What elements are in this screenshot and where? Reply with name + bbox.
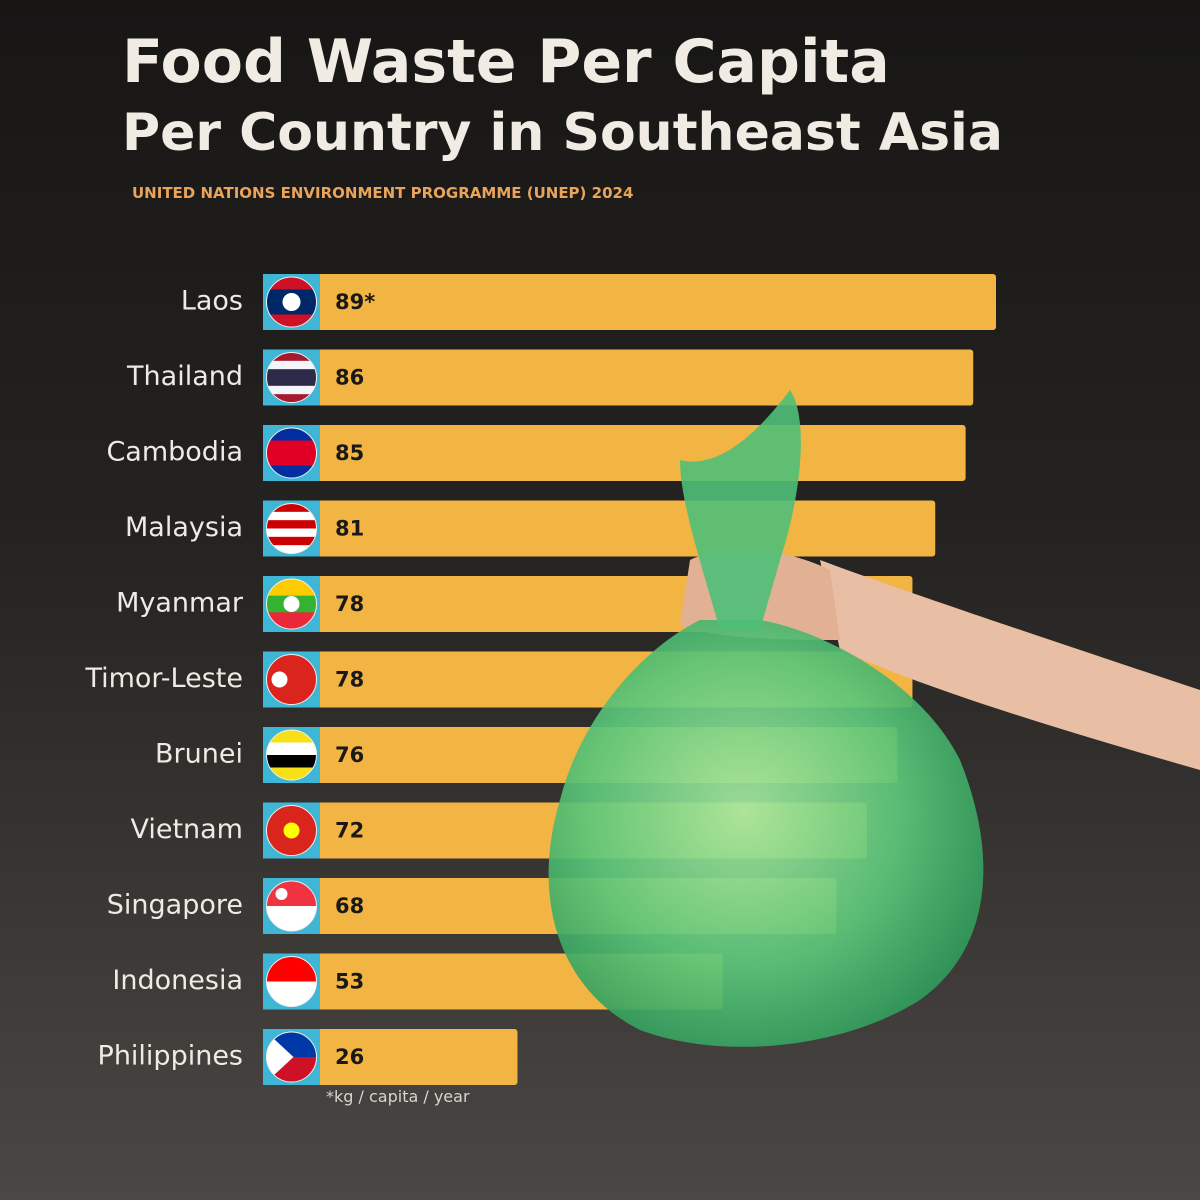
bag-illustration [548, 390, 1200, 1047]
flag-ring [266, 276, 317, 328]
flag [266, 352, 317, 403]
bag-knot [680, 390, 801, 630]
value-label: 89* [335, 290, 375, 314]
flag-stripe [266, 352, 317, 362]
flag-stripe [266, 579, 317, 597]
category-label: Malaysia [125, 512, 243, 543]
flag [266, 654, 317, 705]
category-label: Brunei [155, 739, 243, 770]
flag-stripe [266, 687, 317, 705]
value-label: 53 [335, 970, 364, 994]
flag-stripe [266, 654, 317, 672]
flag-stripe [266, 385, 317, 395]
flag-stripe [266, 520, 317, 529]
flag-emblem [283, 596, 300, 612]
category-label: Myanmar [116, 588, 244, 619]
flag-stripe [266, 503, 317, 513]
flag-ring [266, 729, 317, 781]
bag [548, 620, 984, 1047]
value-label: 26 [335, 1045, 364, 1069]
category-label: Laos [181, 286, 243, 317]
flag [266, 503, 317, 554]
bar [263, 1029, 518, 1085]
flag-stripe [266, 369, 317, 378]
flag-stripe [266, 377, 317, 387]
bar [263, 349, 974, 406]
flag-stripe [266, 536, 317, 546]
flag-ring [266, 654, 317, 705]
value-label: 68 [335, 894, 364, 918]
flag-ring [266, 503, 317, 554]
arm [820, 560, 1200, 770]
footnote: *kg / capita / year [326, 1087, 470, 1106]
category-label: Philippines [98, 1041, 243, 1072]
category-label: Cambodia [106, 437, 243, 468]
flag-emblem [283, 822, 300, 839]
chart-subtitle: Per Country in Southeast Asia [122, 103, 1003, 163]
flag-stripe [266, 528, 317, 538]
flag-emblem [282, 293, 301, 311]
flag-stripe [266, 545, 317, 554]
category-label: Singapore [107, 890, 243, 921]
value-label: 72 [335, 819, 364, 843]
category-label: Vietnam [130, 814, 243, 845]
flag-ring [266, 1031, 317, 1083]
flag-emblem [271, 671, 288, 688]
flag-ring [266, 880, 317, 932]
flag-ring [266, 578, 317, 630]
value-label: 85 [335, 441, 364, 465]
source: UNITED NATIONS ENVIRONMENT PROGRAMME (UN… [132, 184, 633, 202]
flag-stripe [266, 440, 317, 454]
flag-emblem [266, 1032, 294, 1082]
flag-stripe [266, 511, 317, 521]
category-label: Thailand [126, 361, 243, 392]
bar [263, 425, 966, 481]
bar [263, 274, 996, 330]
flag-ring [266, 805, 317, 856]
flag [266, 579, 317, 629]
flag-ring [266, 352, 317, 403]
flag-emblem [275, 888, 288, 900]
flag-ring [266, 427, 317, 479]
value-label: 78 [335, 668, 364, 692]
flag-stripe [266, 394, 317, 403]
value-label: 78 [335, 592, 364, 616]
value-label: 81 [335, 517, 364, 541]
flag-stripe [266, 360, 317, 370]
category-label: Timor-Leste [84, 663, 243, 694]
category-label: Indonesia [112, 965, 243, 996]
value-label: 86 [335, 366, 364, 390]
value-label: 76 [335, 743, 364, 767]
flag-stripe [266, 755, 317, 768]
flag-stripe [266, 612, 317, 629]
chart-title: Food Waste Per Capita [122, 27, 890, 97]
flag-stripe [266, 742, 317, 756]
flag-ring [266, 956, 317, 1007]
flag-stripe [266, 453, 317, 466]
